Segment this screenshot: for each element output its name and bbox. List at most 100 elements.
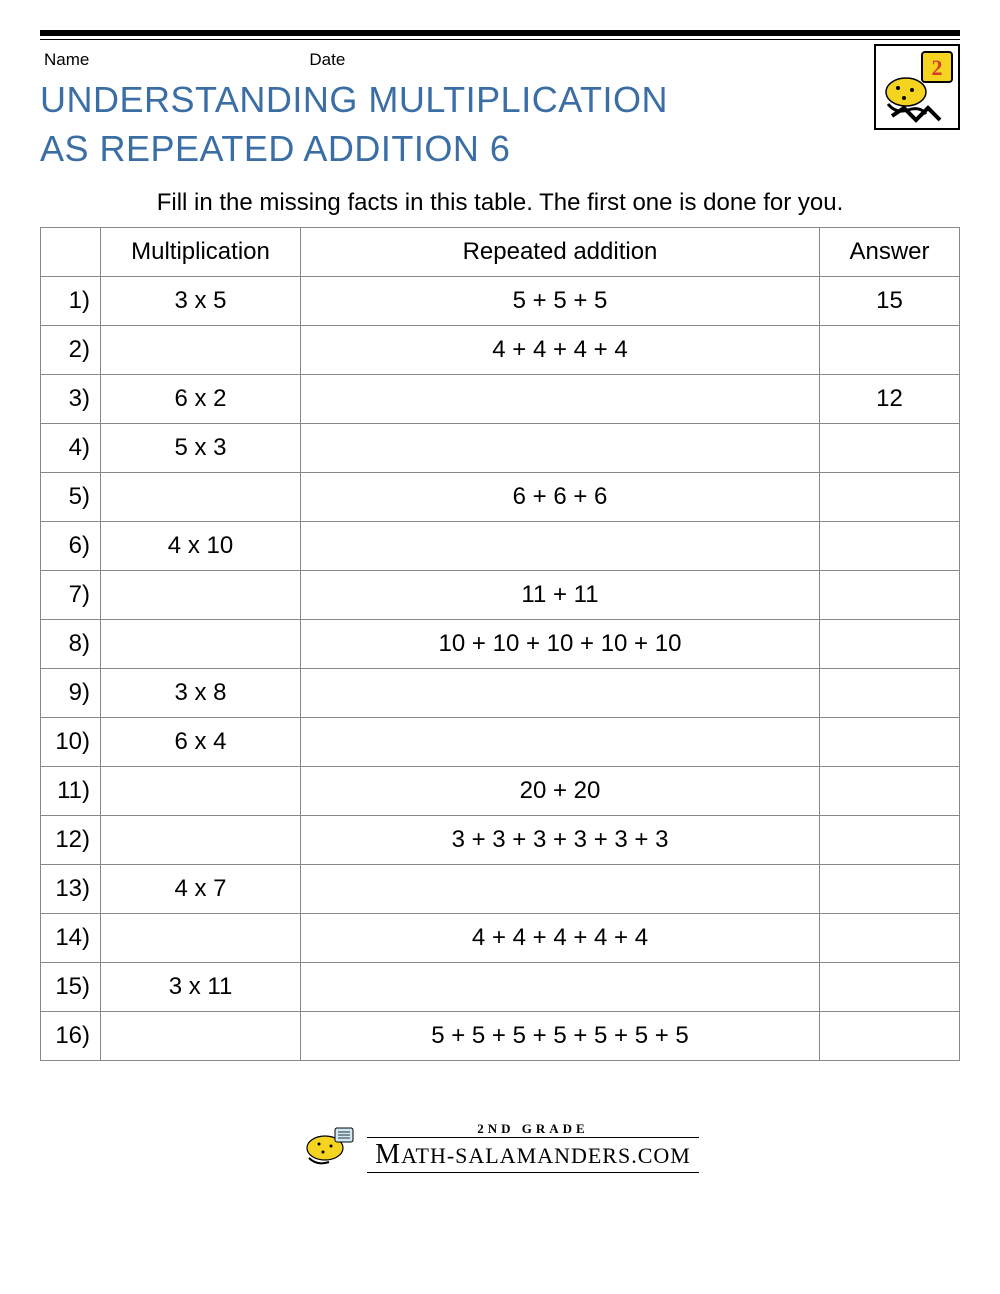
footer-site-text: ATH-SALAMANDERS.COM	[401, 1143, 691, 1168]
cell-multiplication	[101, 326, 301, 375]
cell-answer	[820, 767, 960, 816]
table-header-row: Multiplication Repeated addition Answer	[41, 228, 960, 277]
table-row: 11) 20 + 20	[41, 767, 960, 816]
cell-answer: 12	[820, 375, 960, 424]
row-number: 6)	[41, 522, 101, 571]
header-row: Name Date UNDERSTANDING MULTIPLICATION A…	[40, 46, 960, 173]
col-header-answer: Answer	[820, 228, 960, 277]
cell-multiplication: 5 x 3	[101, 424, 301, 473]
table-row: 6)4 x 10	[41, 522, 960, 571]
cell-repeated-addition	[301, 424, 820, 473]
cell-answer	[820, 473, 960, 522]
date-label: Date	[309, 50, 345, 70]
table-row: 13)4 x 7	[41, 865, 960, 914]
cell-repeated-addition	[301, 375, 820, 424]
worksheet-table: Multiplication Repeated addition Answer …	[40, 227, 960, 1061]
cell-repeated-addition	[301, 718, 820, 767]
row-number: 7)	[41, 571, 101, 620]
cell-repeated-addition: 4 + 4 + 4 + 4	[301, 326, 820, 375]
cell-answer	[820, 914, 960, 963]
row-number: 10)	[41, 718, 101, 767]
cell-repeated-addition	[301, 522, 820, 571]
footer-inner: 2ND GRADE MATH-SALAMANDERS.COM	[301, 1121, 699, 1173]
brand-logo: 2	[874, 44, 960, 130]
col-header-repeated-addition: Repeated addition	[301, 228, 820, 277]
cell-repeated-addition: 5 + 5 + 5 + 5 + 5 + 5 + 5	[301, 1012, 820, 1061]
table-row: 16) 5 + 5 + 5 + 5 + 5 + 5 + 5	[41, 1012, 960, 1061]
table-row: 9)3 x 8	[41, 669, 960, 718]
salamander-logo-icon: 2	[878, 48, 956, 126]
cell-answer	[820, 963, 960, 1012]
cell-multiplication	[101, 473, 301, 522]
cell-multiplication: 4 x 10	[101, 522, 301, 571]
cell-multiplication	[101, 620, 301, 669]
cell-multiplication: 6 x 2	[101, 375, 301, 424]
svg-text:2: 2	[932, 55, 943, 80]
cell-multiplication	[101, 571, 301, 620]
table-row: 8) 10 + 10 + 10 + 10 + 10	[41, 620, 960, 669]
table-row: 2) 4 + 4 + 4 + 4	[41, 326, 960, 375]
cell-repeated-addition	[301, 669, 820, 718]
cell-repeated-addition: 11 + 11	[301, 571, 820, 620]
cell-repeated-addition: 20 + 20	[301, 767, 820, 816]
row-number: 16)	[41, 1012, 101, 1061]
table-row: 7) 11 + 11	[41, 571, 960, 620]
cell-answer	[820, 424, 960, 473]
row-number: 1)	[41, 277, 101, 326]
cell-answer	[820, 326, 960, 375]
cell-answer	[820, 816, 960, 865]
footer-grade: 2ND GRADE	[367, 1121, 699, 1137]
row-number: 8)	[41, 620, 101, 669]
header-left: Name Date UNDERSTANDING MULTIPLICATION A…	[40, 46, 668, 173]
table-row: 5) 6 + 6 + 6	[41, 473, 960, 522]
title-line-2: AS REPEATED ADDITION 6	[40, 128, 510, 169]
page-footer: 2ND GRADE MATH-SALAMANDERS.COM	[40, 1121, 960, 1173]
footer-site: MATH-SALAMANDERS.COM	[367, 1137, 699, 1173]
cell-answer	[820, 571, 960, 620]
cell-repeated-addition: 6 + 6 + 6	[301, 473, 820, 522]
worksheet-page: Name Date UNDERSTANDING MULTIPLICATION A…	[0, 0, 1000, 1193]
row-number: 15)	[41, 963, 101, 1012]
row-number: 5)	[41, 473, 101, 522]
title-line-1: UNDERSTANDING MULTIPLICATION	[40, 79, 668, 120]
cell-multiplication: 3 x 11	[101, 963, 301, 1012]
table-row: 15)3 x 11	[41, 963, 960, 1012]
cell-multiplication: 6 x 4	[101, 718, 301, 767]
row-number: 13)	[41, 865, 101, 914]
table-row: 14) 4 + 4 + 4 + 4 + 4	[41, 914, 960, 963]
row-number: 12)	[41, 816, 101, 865]
footer-text: 2ND GRADE MATH-SALAMANDERS.COM	[367, 1121, 699, 1173]
cell-multiplication: 4 x 7	[101, 865, 301, 914]
table-row: 10)6 x 4	[41, 718, 960, 767]
cell-repeated-addition	[301, 963, 820, 1012]
cell-answer	[820, 865, 960, 914]
cell-multiplication	[101, 914, 301, 963]
cell-answer: 15	[820, 277, 960, 326]
cell-multiplication	[101, 816, 301, 865]
worksheet-title: UNDERSTANDING MULTIPLICATION AS REPEATED…	[40, 76, 668, 173]
row-number: 14)	[41, 914, 101, 963]
table-row: 4)5 x 3	[41, 424, 960, 473]
row-number: 4)	[41, 424, 101, 473]
cell-repeated-addition: 10 + 10 + 10 + 10 + 10	[301, 620, 820, 669]
cell-answer	[820, 1012, 960, 1061]
name-label: Name	[44, 50, 89, 70]
cell-repeated-addition: 3 + 3 + 3 + 3 + 3 + 3	[301, 816, 820, 865]
cell-repeated-addition	[301, 865, 820, 914]
cell-answer	[820, 620, 960, 669]
cell-multiplication: 3 x 5	[101, 277, 301, 326]
cell-repeated-addition: 5 + 5 + 5	[301, 277, 820, 326]
row-number: 2)	[41, 326, 101, 375]
cell-answer	[820, 669, 960, 718]
footer-salamander-icon	[301, 1126, 357, 1168]
instructions-text: Fill in the missing facts in this table.…	[40, 189, 960, 217]
table-row: 3)6 x 2 12	[41, 375, 960, 424]
cell-multiplication	[101, 1012, 301, 1061]
table-row: 1)3 x 55 + 5 + 515	[41, 277, 960, 326]
cell-answer	[820, 522, 960, 571]
name-date-row: Name Date	[40, 46, 668, 80]
top-rule	[40, 30, 960, 40]
row-number: 11)	[41, 767, 101, 816]
row-number: 3)	[41, 375, 101, 424]
cell-repeated-addition: 4 + 4 + 4 + 4 + 4	[301, 914, 820, 963]
